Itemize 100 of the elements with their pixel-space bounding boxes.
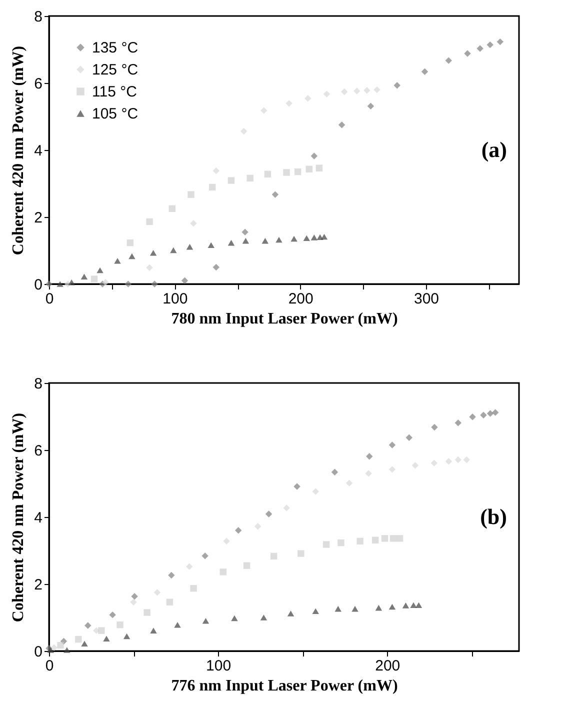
point — [151, 280, 158, 288]
point — [57, 642, 64, 649]
y-tick-label: 8 — [34, 8, 42, 26]
point — [166, 598, 174, 606]
point — [340, 88, 348, 96]
point — [190, 585, 197, 592]
point — [316, 164, 323, 172]
point — [228, 240, 235, 246]
point — [352, 606, 358, 612]
point — [375, 604, 382, 611]
point — [469, 413, 476, 420]
point — [412, 462, 419, 469]
point — [220, 568, 226, 576]
point — [150, 628, 157, 634]
point — [372, 536, 379, 544]
legend-label: 105 °C — [92, 106, 138, 122]
point — [235, 527, 242, 534]
point — [388, 466, 396, 473]
point — [228, 177, 235, 184]
point — [346, 480, 353, 487]
point — [390, 535, 397, 542]
point — [283, 169, 290, 176]
point — [270, 552, 278, 560]
point — [131, 593, 138, 600]
point — [298, 550, 304, 557]
point — [174, 622, 181, 628]
point — [68, 279, 75, 286]
point — [492, 409, 499, 416]
point — [202, 552, 208, 560]
point — [486, 410, 494, 417]
point — [243, 562, 250, 569]
x-axis-title: 780 nm Input Laser Power (mW) — [171, 310, 398, 328]
point — [242, 238, 250, 244]
point — [254, 523, 262, 530]
y-axis-title: Coherent 420 nm Power (mW) — [10, 46, 28, 256]
y-tick-label: 0 — [34, 276, 42, 294]
point — [262, 238, 269, 244]
point — [283, 504, 290, 512]
point — [128, 253, 136, 260]
point — [126, 239, 134, 246]
point — [102, 278, 109, 286]
point — [75, 636, 82, 643]
point — [365, 470, 372, 477]
point — [81, 640, 88, 647]
point — [338, 122, 346, 128]
point — [260, 614, 268, 620]
legend-label: 135 °C — [92, 40, 138, 56]
legend-label: 125 °C — [92, 62, 138, 78]
point — [123, 633, 130, 640]
point — [486, 41, 494, 48]
point — [96, 267, 104, 274]
point — [116, 622, 124, 628]
point — [367, 102, 374, 110]
x-tick-label: 100 — [206, 658, 232, 674]
point — [374, 86, 380, 94]
point — [445, 458, 452, 465]
point — [188, 191, 194, 198]
point — [56, 281, 64, 287]
point — [272, 191, 279, 198]
point — [496, 38, 504, 46]
point — [476, 45, 484, 52]
point — [84, 622, 92, 629]
point — [312, 488, 319, 495]
point — [356, 538, 364, 544]
point — [264, 170, 272, 178]
point — [310, 152, 318, 160]
point — [312, 608, 319, 614]
point — [109, 611, 116, 618]
point — [430, 460, 438, 466]
x-tick-label: 100 — [162, 290, 188, 308]
point — [186, 244, 194, 250]
point — [364, 87, 370, 94]
point — [454, 420, 462, 426]
point — [334, 606, 342, 612]
point — [80, 274, 88, 280]
point — [130, 598, 137, 606]
point — [168, 572, 175, 579]
y-tick-label: 0 — [34, 644, 42, 660]
point — [454, 456, 462, 464]
point — [202, 618, 210, 624]
point — [331, 468, 338, 476]
point — [287, 610, 294, 616]
annotation: (a) — [481, 137, 507, 162]
point — [276, 236, 282, 243]
point — [150, 250, 157, 256]
point — [421, 68, 428, 75]
point — [294, 168, 302, 176]
point — [394, 82, 400, 89]
point — [303, 235, 310, 242]
point — [146, 218, 153, 226]
point — [114, 258, 121, 264]
point — [286, 100, 292, 107]
point — [406, 434, 412, 441]
x-tick-label: 200 — [288, 290, 314, 308]
point — [402, 602, 410, 608]
point — [290, 236, 298, 242]
point — [154, 589, 161, 596]
point — [445, 57, 452, 64]
x-tick-label: 0 — [45, 290, 54, 308]
y-tick-label: 2 — [34, 210, 42, 226]
